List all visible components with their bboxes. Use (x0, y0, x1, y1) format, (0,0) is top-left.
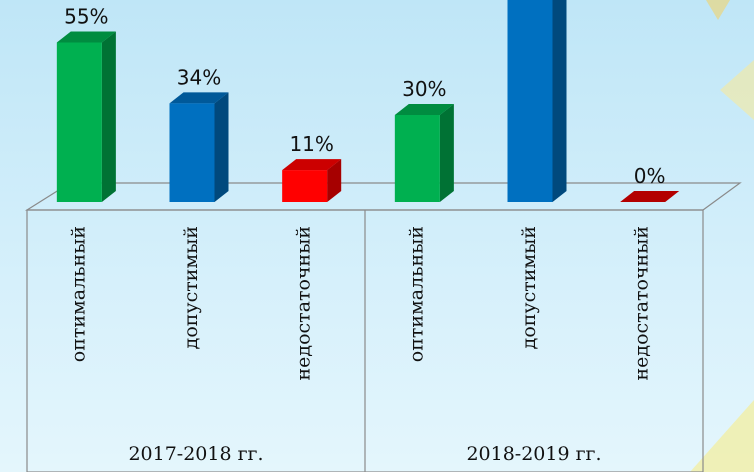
bar-face (170, 103, 215, 202)
bar-face (620, 191, 679, 202)
chart: 55% оптимальный 34% допустимый 11% недостаточ… (0, 0, 754, 472)
category-label: допустимый (180, 226, 202, 349)
group-label: 2018-2019 гг. (466, 443, 601, 465)
bar (170, 92, 229, 202)
bar-face (440, 104, 454, 202)
value-label: 11% (289, 132, 333, 156)
value-label: 0% (634, 164, 666, 188)
category-label: недостаточный (631, 226, 653, 381)
bar-face (395, 115, 440, 202)
bar (57, 32, 116, 203)
decor-star (706, 0, 730, 20)
category-label: оптимальный (67, 226, 89, 362)
value-label: 55% (64, 5, 108, 29)
value-label: 34% (177, 65, 221, 89)
decor-star (720, 60, 754, 120)
category-label: допустимый (518, 226, 540, 349)
bar-face (508, 0, 553, 202)
value-label: 30% (402, 77, 446, 101)
group-label: 2017-2018 гг. (128, 443, 263, 465)
category-label: оптимальный (405, 226, 427, 362)
bar-face (102, 32, 116, 203)
bar (282, 159, 341, 202)
bar-face (215, 92, 229, 202)
decor-star (690, 400, 754, 472)
bar-face (282, 170, 327, 202)
bar-face (553, 0, 567, 202)
bar (620, 191, 679, 202)
category-label: недостаточный (293, 226, 315, 381)
bar (395, 104, 454, 202)
bar-face (57, 43, 102, 203)
bar (508, 0, 567, 202)
